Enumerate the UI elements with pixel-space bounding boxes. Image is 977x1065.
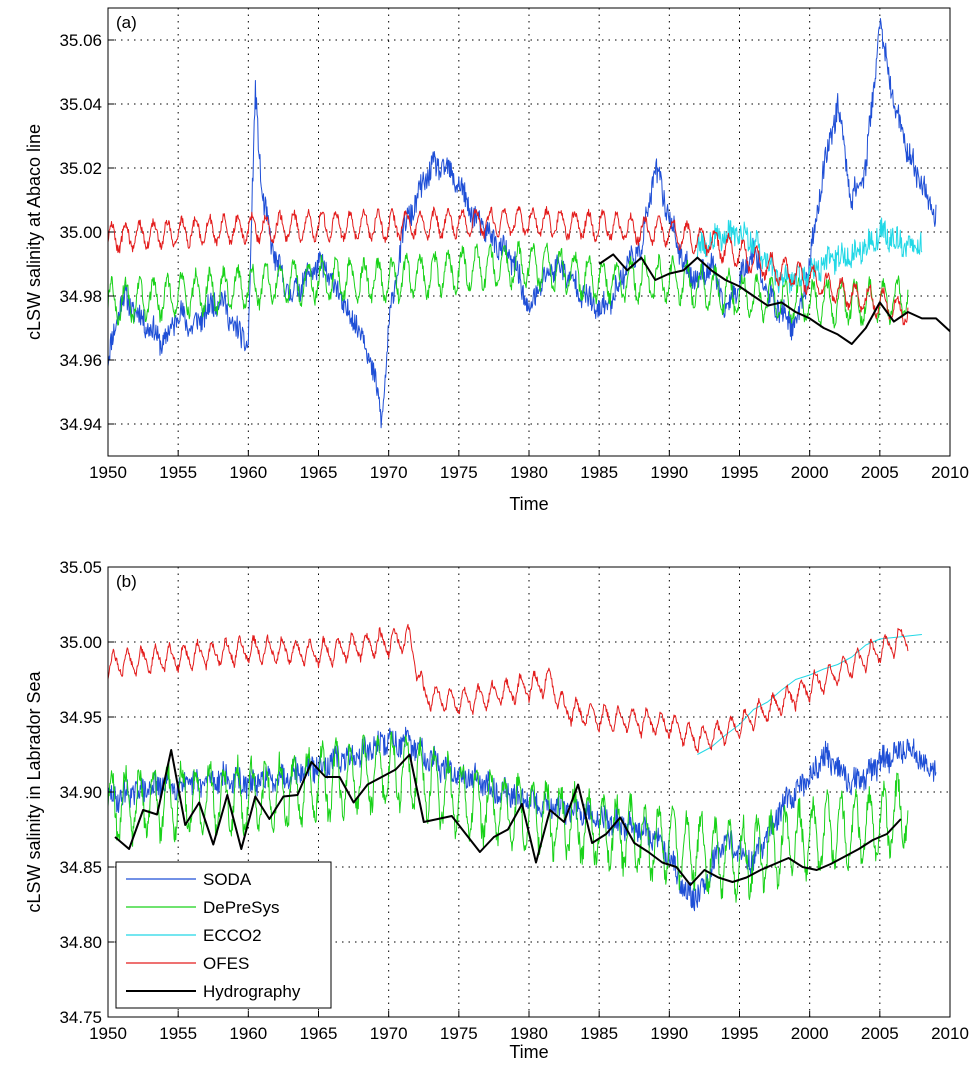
panel-b-ytick-label: 34.75 [59,1008,102,1027]
panel-b-xtick-label: 1950 [89,1024,127,1043]
panel-b-ytick-label: 35.00 [59,633,102,652]
panel-a-xtick-label: 2005 [861,463,899,482]
panel-a-ytick-label: 35.06 [59,31,102,50]
panel-b-series-soda [108,726,937,912]
panel-b-xtick-label: 2000 [791,1024,829,1043]
panel-b-ylabel: cLSW salinity in Labrador Sea [24,670,44,912]
panel-b-xlabel: Time [509,1042,548,1062]
panel-a-xtick-label: 2000 [791,463,829,482]
panel-b: 1950 1955 1960 1965 1970 1975 1980 1985 1990 1995… [24,558,969,1062]
panel-a-ytick-label: 35.02 [59,159,102,178]
legend: SODA DePreSys ECCO2 OFES Hydrography [115,861,332,1009]
panel-a-xtick-label: 1975 [440,463,478,482]
panel-a-series-ofes [108,206,909,326]
panel-b-xtick-label: 1960 [229,1024,267,1043]
panel-a-xlabel: Time [509,494,548,514]
panel-b-ytick-label: 34.85 [59,858,102,877]
panel-a-label: (a) [116,13,137,32]
panel-a-ytick-label: 34.98 [59,287,102,306]
panel-a-ytick-label: 35.04 [59,95,102,114]
panel-b-series [108,623,937,912]
panel-b-xtick-label: 1985 [580,1024,618,1043]
panel-b-series-hydrography [114,749,902,886]
legend-label-hydrography: Hydrography [203,982,301,1001]
panel-b-xtick-label: 1980 [510,1024,548,1043]
panel-b-xtick-label: 1990 [650,1024,688,1043]
panel-b-series-ofes [108,623,909,753]
panel-a-ytick-label: 34.96 [59,351,102,370]
panel-b-series-depresys [108,731,909,903]
panel-a-xtick-label: 1985 [580,463,618,482]
panel-a-xtick-label: 1965 [300,463,338,482]
panel-a-ytick-label: 34.94 [59,415,102,434]
panel-a-series-depresys [108,240,909,329]
panel-a-xtick-label: 1990 [650,463,688,482]
panel-a: 1950 1955 1960 1965 1970 1975 1980 1985 1990 1995… [24,7,969,514]
panel-b-xtick-label: 2010 [931,1024,969,1043]
panel-b-xtick-label: 1995 [721,1024,759,1043]
panel-a-ylabel: cLSW salinity at Abaco line [24,124,44,340]
legend-label-depresys: DePreSys [203,898,280,917]
panel-b-xtick-label: 1975 [440,1024,478,1043]
panel-b-xtick-label: 1970 [370,1024,408,1043]
panel-a-xtick-label: 1950 [89,463,127,482]
panel-a-ticks: 1950 1955 1960 1965 1970 1975 1980 1985 1990 1995… [59,31,968,482]
legend-label-soda: SODA [203,870,252,889]
legend-items: SODA DePreSys ECCO2 OFES Hydrography [126,870,301,1001]
panel-b-xtick-label: 1965 [300,1024,338,1043]
panel-a-xtick-label: 1960 [229,463,267,482]
legend-label-ecco2: ECCO2 [203,926,262,945]
panel-b-xtick-label: 1955 [159,1024,197,1043]
panel-b-ticks: 1950 1955 1960 1965 1970 1975 1980 1985 1990 1995… [59,558,968,1043]
panel-a-series [108,18,950,429]
panel-a-series-hydrography [598,253,950,345]
panel-a-xtick-label: 1955 [159,463,197,482]
panel-b-ytick-label: 34.90 [59,783,102,802]
panel-a-xtick-label: 1970 [370,463,408,482]
panel-a-series-ecco2 [696,217,923,294]
panel-a-xtick-label: 1995 [721,463,759,482]
panel-b-ytick-label: 34.80 [59,933,102,952]
legend-label-ofes: OFES [203,954,249,973]
panel-b-ytick-label: 34.95 [59,708,102,727]
panel-a-ytick-label: 35.00 [59,223,102,242]
panel-a-xtick-label: 1980 [510,463,548,482]
panel-b-ytick-label: 35.05 [59,558,102,577]
panel-a-xtick-label: 2010 [931,463,969,482]
panel-b-label: (b) [116,572,137,591]
panel-b-xtick-label: 2005 [861,1024,899,1043]
